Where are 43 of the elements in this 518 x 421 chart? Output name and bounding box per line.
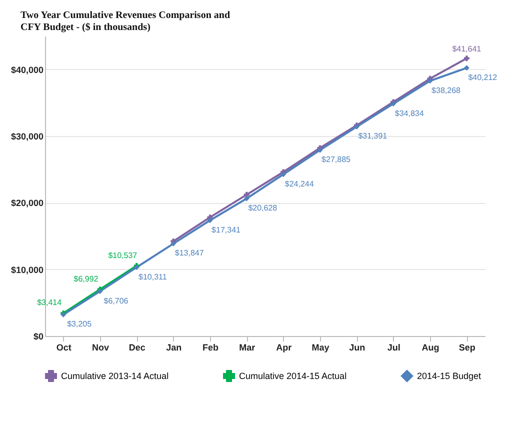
x-tick-label: Dec	[128, 342, 146, 352]
x-tick-label: Feb	[202, 342, 219, 352]
point	[464, 65, 470, 71]
x-tick-label: Jul	[387, 342, 400, 352]
data-label: $20,628	[248, 203, 278, 212]
data-label: $3,414	[37, 298, 62, 308]
data-label: $17,341	[212, 225, 242, 234]
x-tick-label: May	[312, 342, 330, 352]
point	[427, 78, 433, 84]
data-label: $3,205	[67, 320, 92, 329]
data-label: $41,641	[452, 44, 482, 54]
data-label: $34,834	[394, 108, 424, 118]
data-label: $24,244	[284, 179, 314, 188]
y-tick-label: $10,000	[10, 264, 44, 275]
data-label: $6,706	[104, 296, 129, 306]
point	[207, 218, 213, 224]
chart-title: Two Year Cumulative Revenues Comparison and CFY Budget - ($ in thousands)	[20, 10, 230, 33]
legend-label: Cumulative 2013-14 Actual	[61, 371, 169, 381]
point	[280, 172, 286, 178]
legend-label: 2014-15 Budget	[417, 371, 482, 381]
x-tick-label: Jan	[166, 342, 182, 352]
point	[244, 196, 250, 202]
y-tick-label: $30,000	[10, 132, 44, 142]
x-tick-label: Mar	[239, 342, 256, 352]
x-tick-label: Aug	[422, 342, 440, 352]
data-label: $40,212	[468, 72, 498, 82]
data-label: $13,847	[174, 248, 204, 258]
legend-label: Cumulative 2014-15 Actual	[239, 371, 347, 381]
x-tick-label: Jun	[349, 342, 366, 352]
point	[464, 56, 470, 62]
data-label: $10,311	[138, 272, 168, 282]
data-label: $6,992	[74, 274, 99, 284]
y-tick-label: $0	[33, 332, 44, 342]
x-tick-label: Sep	[458, 342, 476, 352]
data-label: $38,268	[432, 86, 462, 95]
x-tick-label: Nov	[92, 342, 110, 352]
x-tick-label: Apr	[276, 342, 292, 352]
data-label: $31,391	[358, 132, 388, 141]
y-tick-label: $40,000	[10, 64, 44, 75]
y-tick-label: $20,000	[10, 198, 44, 208]
x-tick-label: Oct	[56, 342, 72, 352]
data-label: $27,885	[322, 155, 352, 164]
data-label: $10,537	[108, 250, 138, 260]
